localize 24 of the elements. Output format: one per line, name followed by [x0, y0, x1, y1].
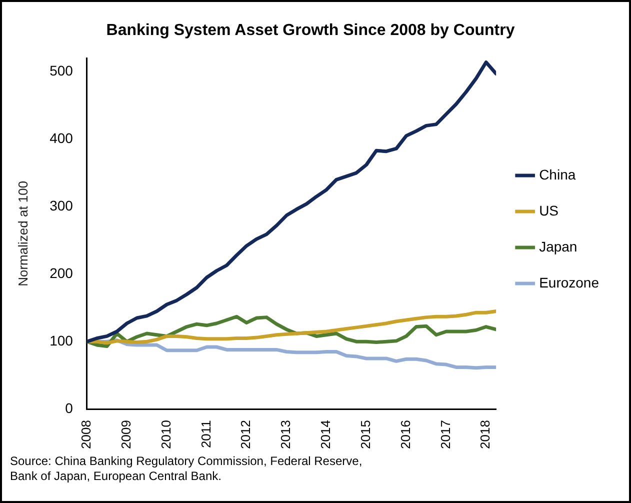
- x-tick-label: 2009: [118, 420, 134, 449]
- x-tick-label: 2018: [478, 420, 493, 449]
- chart-title: Banking System Asset Growth Since 2008 by Country: [106, 22, 515, 40]
- source-note: Source: China Banking Regulatory Commission, Federal Reserve, Bank of Japan, European Central Bank.: [10, 454, 364, 484]
- legend-label: Eurozone: [539, 274, 600, 290]
- y-tick-label: 200: [50, 264, 74, 281]
- x-tick-label: 2008: [78, 420, 94, 449]
- legend-label: US: [539, 202, 559, 218]
- x-tick-label: 2015: [358, 420, 373, 449]
- x-tick-label: 2014: [318, 420, 334, 449]
- y-tick-label: 0: [65, 400, 74, 416]
- x-tick-label: 2013: [278, 420, 294, 449]
- y-tick-label: 400: [50, 130, 74, 146]
- x-tick-label: 2012: [238, 420, 254, 449]
- y-tick-label: 500: [50, 62, 74, 79]
- x-tick-label: 2010: [158, 420, 174, 449]
- legend-label: Japan: [539, 238, 578, 254]
- x-tick-label: 2017: [438, 420, 453, 449]
- legend-label: China: [539, 166, 576, 182]
- x-tick-label: 2011: [198, 420, 214, 448]
- y-tick-label: 100: [50, 332, 74, 348]
- y-axis-title: Normalized at 100: [15, 180, 30, 286]
- y-tick-label: 300: [50, 198, 74, 214]
- x-tick-label: 2016: [398, 420, 413, 449]
